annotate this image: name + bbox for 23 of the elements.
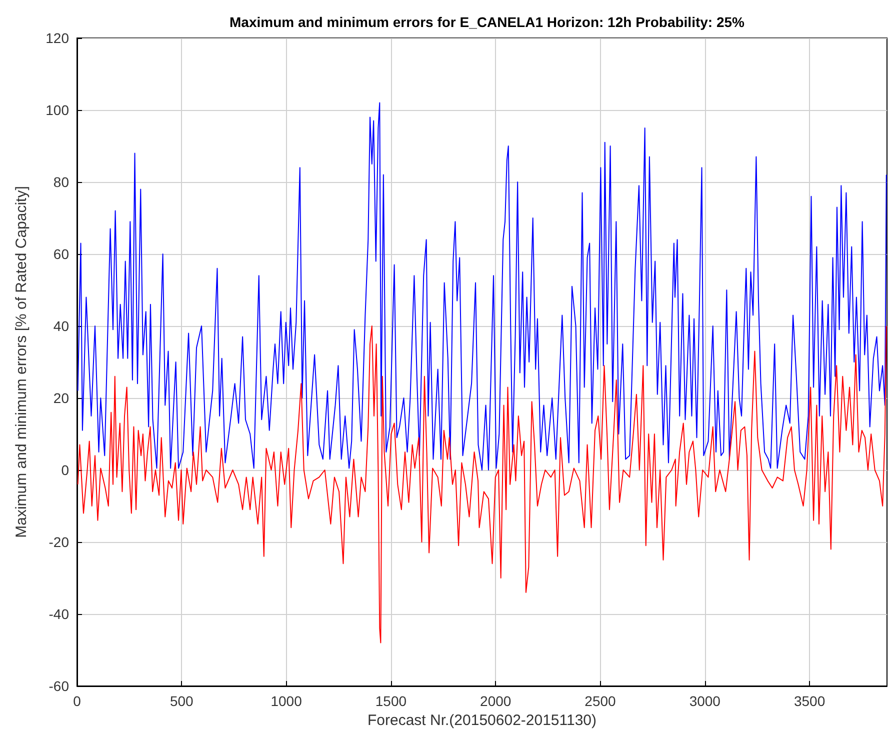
y-tick-label: 0 <box>61 462 70 478</box>
y-axis-title: Maximum and minimum errors [% of Rated Capacity] <box>13 186 30 538</box>
chart-title: Maximum and minimum errors for E_CANELA1 Horizon: 12h Probability: 25% <box>230 14 746 30</box>
x-tick-label: 500 <box>170 693 194 709</box>
y-tick-label: 100 <box>46 102 70 118</box>
y-tick-label: 60 <box>53 246 70 262</box>
x-tick-label: 2500 <box>584 693 616 709</box>
line-series <box>77 102 887 470</box>
x-tick-label: 3500 <box>794 693 826 709</box>
y-tick-label: 120 <box>46 30 70 46</box>
x-tick-label: 1500 <box>375 693 407 709</box>
y-tick-label: -60 <box>48 678 70 694</box>
x-tick-label: 3000 <box>689 693 721 709</box>
y-tick-label: 80 <box>53 174 70 190</box>
y-tick-label: 40 <box>53 318 70 334</box>
x-tick-label: 2000 <box>480 693 512 709</box>
x-tick-label: 0 <box>73 693 82 709</box>
line-series <box>77 326 887 644</box>
x-tick-label: 1000 <box>270 693 302 709</box>
x-axis-title: Forecast Nr.(20150602-20151130) <box>367 712 597 729</box>
y-tick-label: 20 <box>53 390 70 406</box>
y-tick-label: -40 <box>48 606 70 622</box>
y-tick-label: -20 <box>48 534 70 550</box>
